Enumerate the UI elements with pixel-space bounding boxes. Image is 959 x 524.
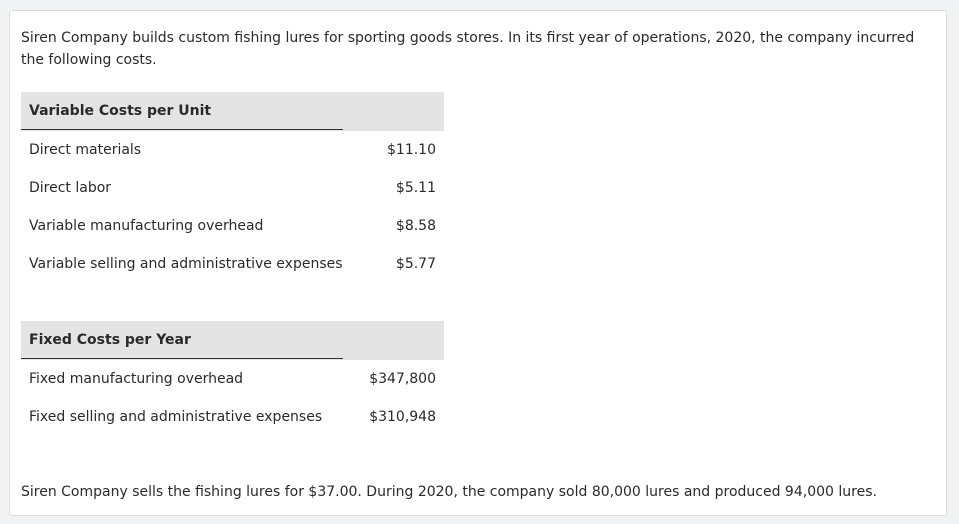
row-label-direct-labor: Direct labor (29, 180, 112, 196)
table-row: Fixed manufacturing overhead $347,800 (21, 360, 444, 398)
row-label-fixed-sga: Fixed selling and administrative expense… (29, 409, 323, 425)
table-row: Direct labor $5.11 (21, 169, 444, 207)
table-row: Variable manufacturing overhead $8.58 (21, 207, 444, 245)
fixed-costs-header-label: Fixed Costs per Year (29, 332, 191, 348)
row-label-variable-sga: Variable selling and administrative expe… (29, 256, 343, 272)
row-value-variable-mfg-overhead: $8.58 (395, 218, 436, 234)
row-value-variable-sga: $5.77 (395, 256, 436, 272)
problem-card: Siren Company builds custom fishing lure… (9, 10, 947, 516)
table-row: Variable selling and administrative expe… (21, 245, 444, 283)
header-rule (21, 129, 343, 130)
row-value-fixed-sga: $310,948 (369, 409, 436, 425)
row-value-fixed-mfg-overhead: $347,800 (369, 371, 436, 387)
row-value-direct-labor: $5.11 (395, 180, 436, 196)
row-label-variable-mfg-overhead: Variable manufacturing overhead (29, 218, 264, 234)
variable-costs-table: Variable Costs per Unit Direct materials… (21, 92, 444, 283)
variable-costs-header-label: Variable Costs per Unit (29, 103, 212, 119)
table-row: Direct materials $11.10 (21, 131, 444, 169)
intro-paragraph: Siren Company builds custom fishing lure… (21, 30, 915, 68)
row-value-direct-materials: $11.10 (387, 142, 436, 158)
fixed-costs-header: Fixed Costs per Year (21, 321, 444, 360)
row-label-fixed-mfg-overhead: Fixed manufacturing overhead (29, 371, 244, 387)
variable-costs-header: Variable Costs per Unit (21, 92, 444, 131)
table-row: Fixed selling and administrative expense… (21, 398, 444, 436)
header-rule (21, 358, 343, 359)
closing-paragraph: Siren Company sells the fishing lures fo… (21, 484, 877, 500)
row-label-direct-materials: Direct materials (29, 142, 142, 158)
fixed-costs-table: Fixed Costs per Year Fixed manufacturing… (21, 321, 444, 436)
